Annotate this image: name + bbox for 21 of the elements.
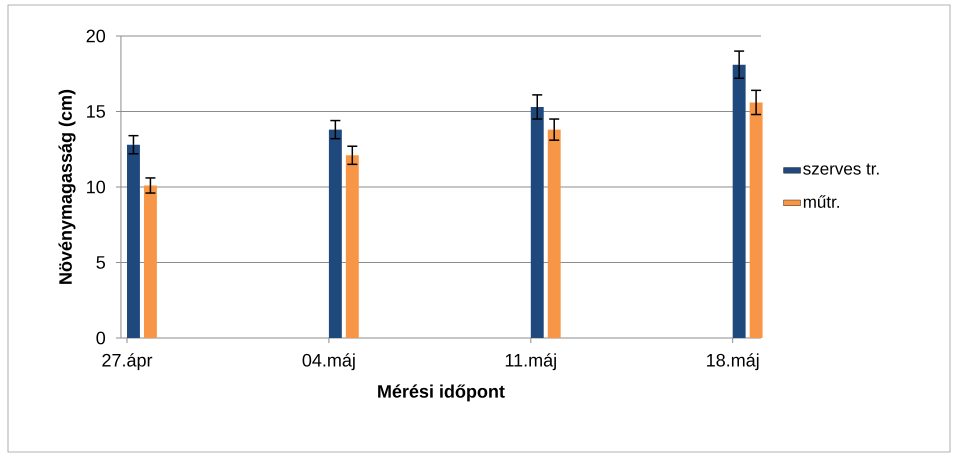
- x-tick-label: 27.ápr: [102, 353, 152, 370]
- x-tick-label: 04.máj: [302, 353, 355, 370]
- x-tick-label: 11.máj: [506, 353, 556, 370]
- bar: [530, 106, 544, 338]
- bar: [732, 64, 746, 338]
- bar: [144, 185, 157, 338]
- bar: [548, 130, 561, 338]
- bar: [750, 102, 763, 338]
- y-tick-label: 20: [86, 30, 106, 42]
- bar: [328, 130, 342, 338]
- legend-label: szerves tr.: [803, 164, 879, 175]
- y-tick-label: 10: [87, 180, 106, 194]
- y-tick-label: 15: [87, 105, 105, 118]
- x-axis-title: Mérési időpont: [378, 384, 505, 402]
- y-axis-title: Növénymagasság (cm): [58, 90, 76, 284]
- bar: [346, 155, 359, 338]
- x-tick-label: 18.máj: [707, 353, 758, 370]
- y-tick-label: 5: [96, 256, 105, 269]
- y-tick-label: 0: [96, 332, 106, 344]
- legend-label: műtr.: [804, 195, 839, 208]
- bar: [127, 144, 140, 338]
